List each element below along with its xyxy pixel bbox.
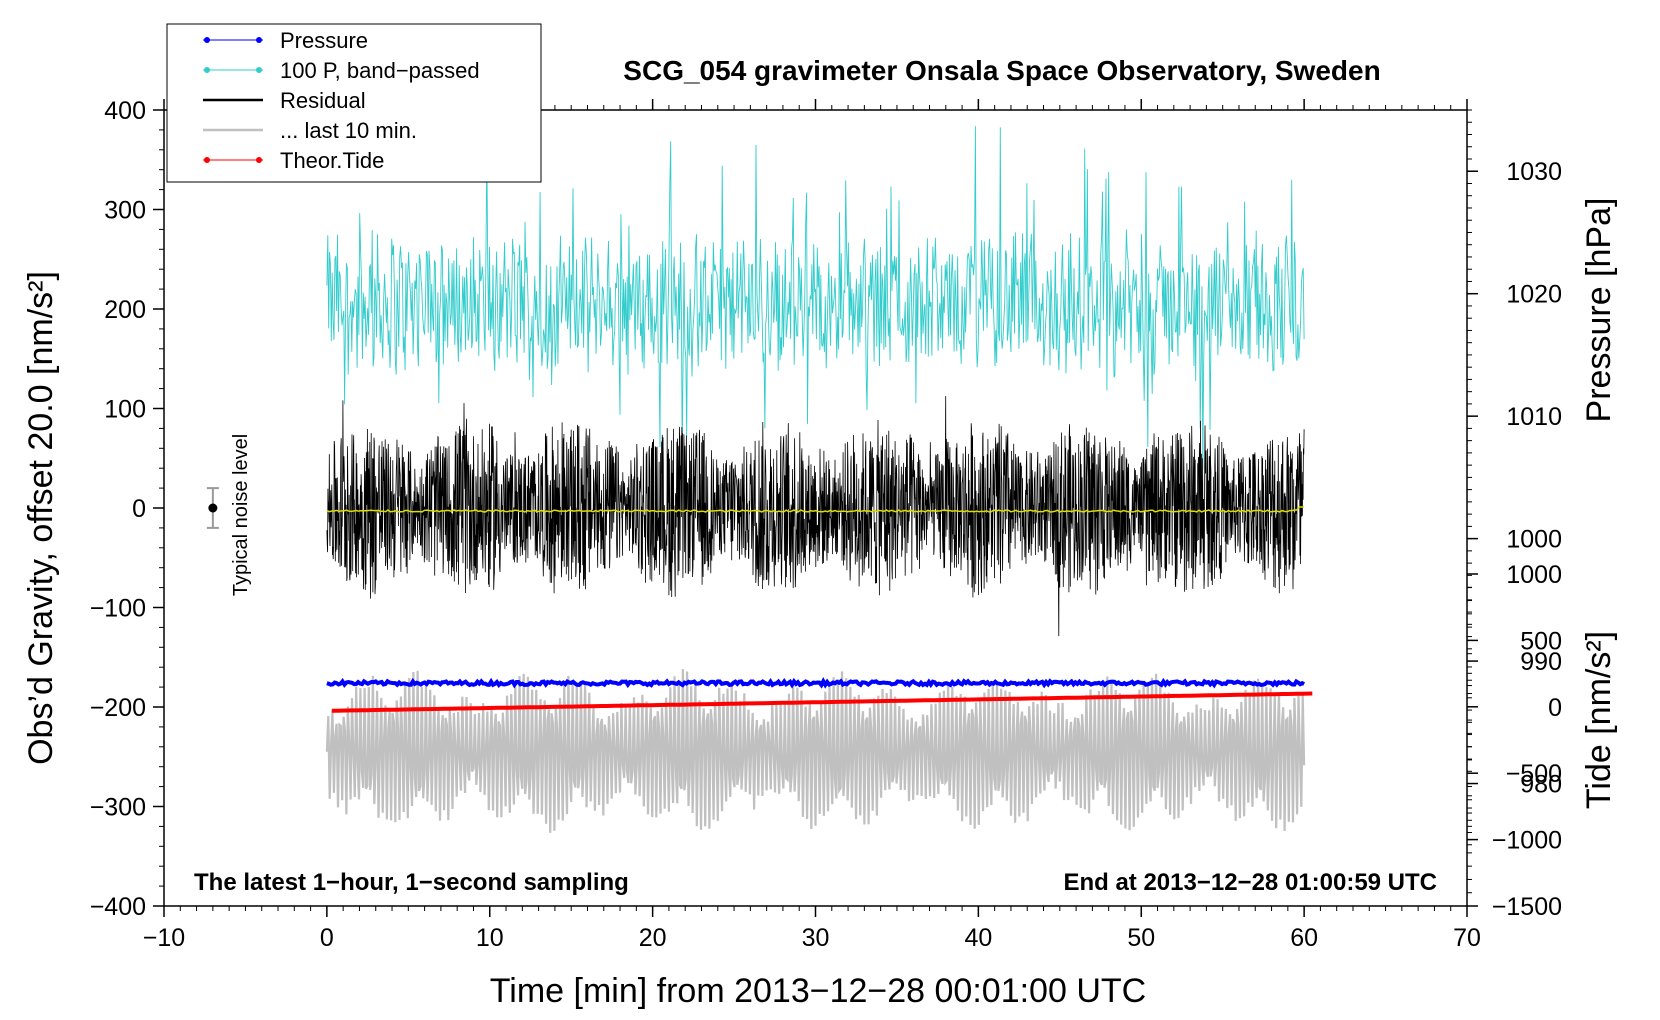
tide-tick-label: −500: [1506, 760, 1562, 788]
tide-tick-label: 0: [1548, 694, 1562, 722]
x-tick-label: 0: [320, 924, 334, 952]
legend-items: Pressure 100 P, band−passed Residual ... la…: [203, 28, 480, 173]
chart-title: SCG_054 gravimeter Onsala Space Observat…: [623, 55, 1380, 86]
series-smoothed-residual: [326, 506, 1305, 513]
y-tick-label: 200: [104, 296, 146, 324]
y-tick-label: −200: [90, 694, 146, 722]
legend-box: [166, 23, 542, 183]
series-bandpassed-pressure: [326, 126, 1305, 470]
pressure-tick-label: 1000: [1506, 526, 1562, 554]
y-tick-label: 400: [104, 97, 146, 125]
legend-label: Theor.Tide: [280, 148, 384, 173]
series-residual: [326, 396, 1305, 637]
tide-tick-label: −1000: [1492, 827, 1562, 855]
legend-marker: [204, 37, 210, 43]
legend-marker: [204, 157, 210, 163]
noise-level-marker: Typical noise level: [206, 434, 252, 596]
x-tick-label: 40: [964, 924, 992, 952]
y-tick-label: −100: [90, 595, 146, 623]
y-tick-label: 0: [132, 495, 146, 523]
data-layer: [325, 126, 1313, 833]
y-tick-label: −300: [90, 794, 146, 822]
legend: Pressure 100 P, band−passed Residual ... la…: [166, 23, 542, 183]
tide-tick-label: 1000: [1506, 561, 1562, 589]
legend-label: 100 P, band−passed: [280, 58, 480, 83]
y-axis-title-pressure: Pressure [hPa]: [1580, 198, 1618, 423]
y-axis-title-gravity: Obs’d Gravity, offset 20.0 [nm/s²]: [22, 271, 60, 765]
pressure-tick-label: 980: [1520, 771, 1562, 799]
legend-marker: [256, 67, 262, 73]
x-axis-title: Time [min] from 2013−12−28 00:01:00 UTC: [490, 972, 1146, 1010]
noise-level-point: [208, 503, 218, 513]
noise-level-label: Typical noise level: [230, 434, 252, 596]
y-tick-label: 300: [104, 197, 146, 225]
series-theoretical-tide: [331, 691, 1313, 713]
x-tick-label: 60: [1290, 924, 1318, 952]
pressure-tick-label: 1010: [1506, 403, 1562, 431]
pressure-tick-label: 1020: [1506, 281, 1562, 309]
tide-tick-label: 500: [1520, 627, 1562, 655]
pressure-tick-label: 1030: [1506, 158, 1562, 186]
legend-label: ... last 10 min.: [280, 118, 417, 143]
x-tick-label: 30: [802, 924, 830, 952]
legend-marker: [204, 67, 210, 73]
y-axis-title-tide: Tide [nm/s²]: [1580, 631, 1618, 809]
legend-label: Pressure: [280, 28, 368, 53]
x-tick-label: 20: [639, 924, 667, 952]
ticks-layer: −10 0 10 20 30 40 50 60 704003002001000−100−200−…: [90, 97, 1562, 952]
legend-marker: [256, 157, 262, 163]
series-last-10-min: [325, 669, 1306, 833]
tide-tick-label: −1500: [1492, 893, 1562, 921]
sampling-note: The latest 1−hour, 1−second sampling: [194, 869, 629, 896]
end-time-note: End at 2013−12−28 01:00:59 UTC: [1063, 869, 1437, 896]
y-tick-label: −400: [90, 893, 146, 921]
legend-marker: [256, 37, 262, 43]
y-tick-label: 100: [104, 396, 146, 424]
legend-label: Residual: [280, 88, 366, 113]
series-pressure: [326, 677, 1306, 689]
x-tick-label: 50: [1127, 924, 1155, 952]
x-tick-label: 70: [1453, 924, 1481, 952]
pressure-tick-label: 990: [1520, 648, 1562, 676]
x-tick-label: 10: [476, 924, 504, 952]
x-tick-label: −10: [143, 924, 185, 952]
